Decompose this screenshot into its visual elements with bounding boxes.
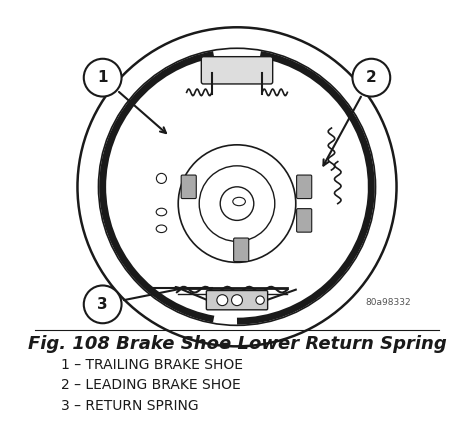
Text: 80a98332: 80a98332 — [365, 298, 411, 307]
Circle shape — [156, 173, 166, 184]
Ellipse shape — [233, 197, 246, 206]
Text: Fig. 108 Brake Shoe Lower Return Spring: Fig. 108 Brake Shoe Lower Return Spring — [27, 335, 447, 353]
Circle shape — [84, 59, 121, 97]
FancyBboxPatch shape — [206, 290, 268, 310]
FancyBboxPatch shape — [297, 209, 312, 232]
Text: 1: 1 — [97, 70, 108, 85]
Circle shape — [217, 295, 228, 306]
FancyBboxPatch shape — [201, 57, 273, 84]
FancyBboxPatch shape — [234, 238, 249, 262]
Ellipse shape — [156, 225, 167, 233]
Text: 2 – LEADING BRAKE SHOE: 2 – LEADING BRAKE SHOE — [61, 378, 240, 392]
Text: 3: 3 — [97, 297, 108, 312]
Circle shape — [256, 296, 264, 304]
Text: 1 – TRAILING BRAKE SHOE: 1 – TRAILING BRAKE SHOE — [61, 358, 243, 372]
Text: 3 – RETURN SPRING: 3 – RETURN SPRING — [61, 399, 198, 413]
Circle shape — [231, 295, 243, 306]
Circle shape — [84, 285, 121, 323]
Text: 2: 2 — [366, 70, 377, 85]
Circle shape — [353, 59, 390, 97]
FancyBboxPatch shape — [181, 175, 196, 198]
Ellipse shape — [156, 208, 167, 216]
FancyBboxPatch shape — [297, 175, 312, 198]
